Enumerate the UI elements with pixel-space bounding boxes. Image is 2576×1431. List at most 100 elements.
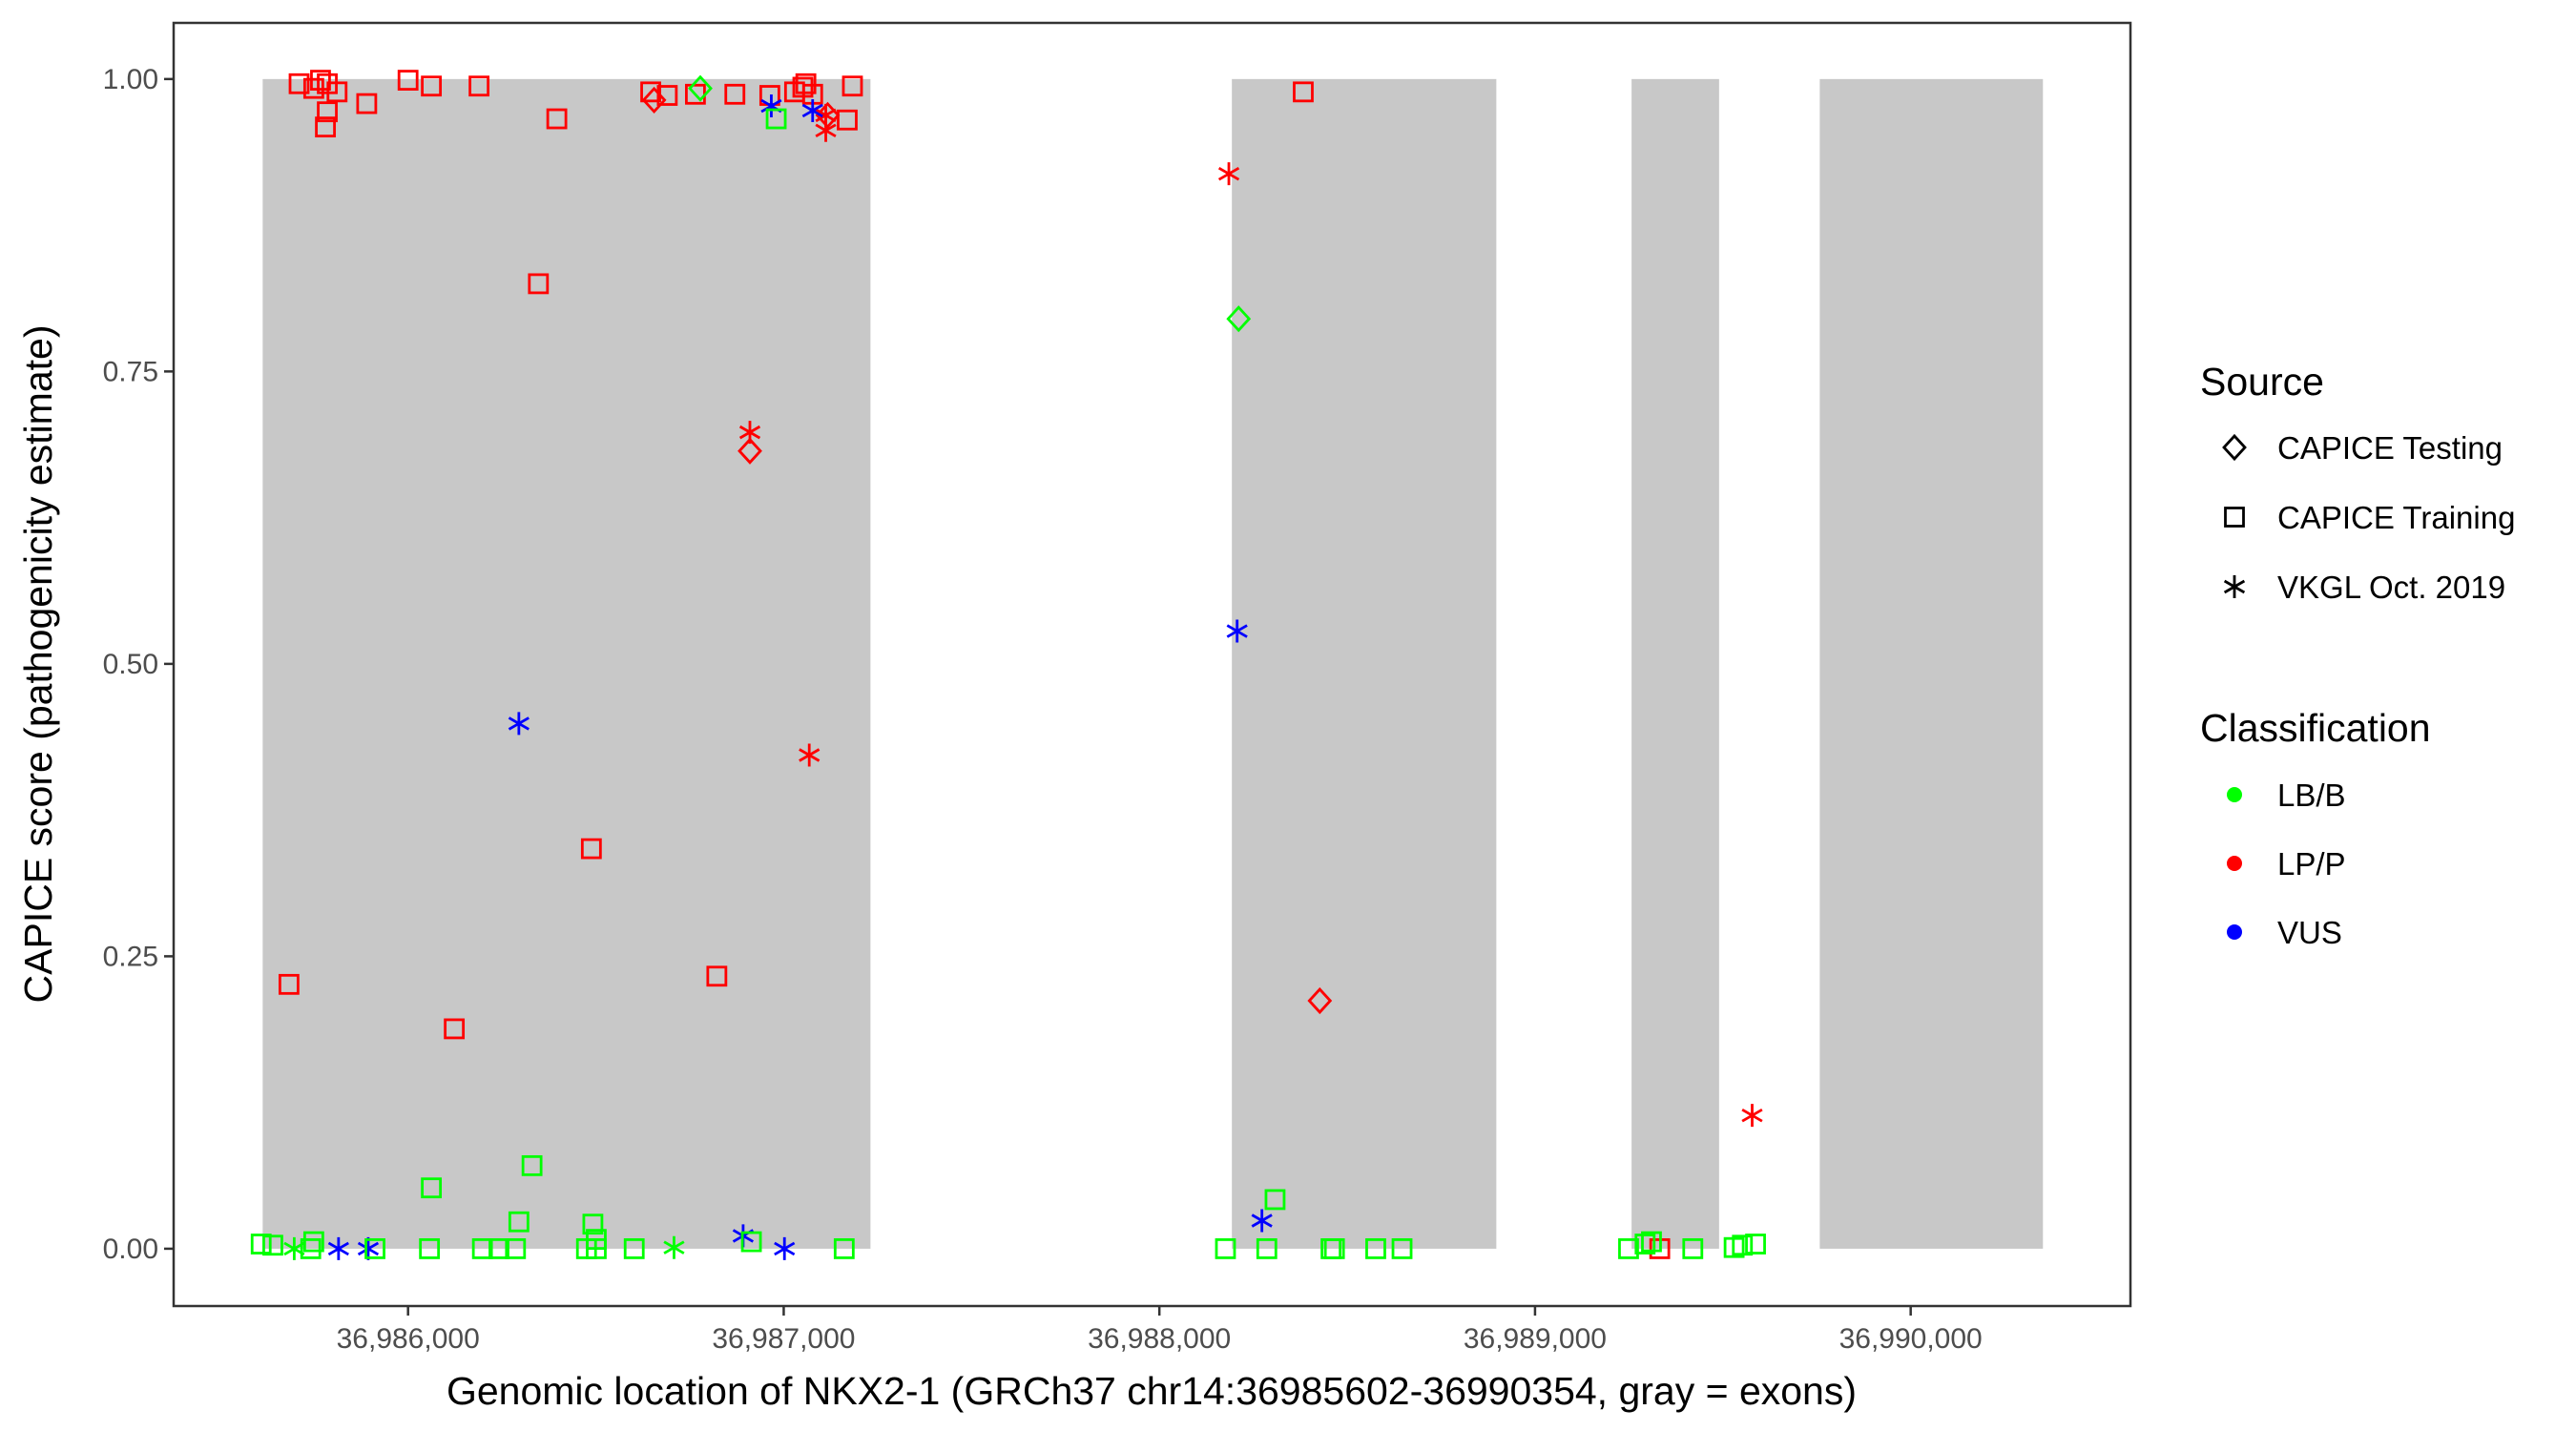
data-point-square (623, 1238, 645, 1259)
data-point-square (468, 75, 490, 97)
data-point-square (356, 93, 378, 114)
data-point-asterisk (327, 1236, 349, 1260)
data-point-square (724, 83, 746, 105)
data-point-square (421, 75, 443, 97)
data-point-square (837, 109, 858, 131)
y-axis-ticks: 0.00 0.25 0.50 0.75 1.00 (103, 64, 174, 1265)
data-point-diamond (737, 437, 762, 465)
data-point-square (640, 81, 661, 103)
data-point-square (444, 1018, 466, 1040)
x-tick-label: 36,987,000 (712, 1323, 855, 1355)
data-point-square (1641, 1231, 1662, 1253)
data-point-square (841, 75, 863, 97)
data-point-asterisk (1226, 619, 1248, 643)
data-point-diamond (641, 86, 667, 114)
data-point-asterisk (1741, 1104, 1763, 1128)
data-point-square (521, 1154, 543, 1176)
exon-rect (1819, 78, 2044, 1249)
legend-class-label: LB/B (2277, 778, 2346, 813)
legend-class-label: VUS (2277, 915, 2342, 950)
y-tick-label: 0.00 (103, 1234, 158, 1265)
data-point-square (1745, 1234, 1766, 1255)
data-point-square (302, 1231, 324, 1253)
legend-asterisk-icon (2223, 575, 2246, 598)
data-point-square (421, 1177, 443, 1199)
exon-regions (262, 78, 2044, 1249)
x-tick-label: 36,986,000 (337, 1323, 480, 1355)
legend-source-title: Source (2200, 360, 2324, 404)
legend-dot-icon (2227, 787, 2242, 802)
x-tick-label: 36,988,000 (1088, 1323, 1231, 1355)
data-point-asterisk (774, 1236, 796, 1260)
data-point-asterisk (801, 98, 823, 122)
x-axis-title: Genomic location of NKX2-1 (GRCh37 chr14… (447, 1369, 1857, 1413)
data-point-square (765, 108, 787, 130)
data-point-square (317, 101, 338, 123)
y-tick-label: 0.25 (103, 941, 158, 972)
data-point-square (397, 70, 419, 91)
data-point-asterisk (1217, 162, 1240, 186)
legend-square-icon (2224, 507, 2245, 528)
data-point-square (1391, 1238, 1413, 1259)
data-point-square (795, 73, 817, 94)
data-point-asterisk (357, 1236, 380, 1260)
data-point-square (546, 108, 568, 130)
data-point-square (580, 838, 602, 860)
data-point-asterisk (799, 743, 821, 767)
data-point-square (1256, 1238, 1278, 1259)
data-point-square (1323, 1238, 1345, 1259)
data-point-square (740, 1231, 762, 1253)
y-tick-label: 1.00 (103, 64, 158, 95)
legend-source-label: CAPICE Testing (2277, 430, 2503, 466)
data-point-square (364, 1238, 385, 1259)
data-point-square (656, 85, 678, 106)
data-point-square (1215, 1238, 1236, 1259)
x-axis-ticks: 36,986,000 36,987,000 36,988,000 36,989,000… (337, 1306, 1983, 1355)
data-point-square (508, 1211, 530, 1233)
data-point-square (1264, 1189, 1286, 1211)
legend-classification-title: Classification (2200, 706, 2431, 750)
data-point-square (1634, 1234, 1656, 1255)
exon-rect (262, 78, 871, 1249)
data-point-asterisk (738, 421, 761, 445)
y-tick-label: 0.50 (103, 649, 158, 680)
data-point-square (586, 1238, 607, 1259)
data-point-square (419, 1238, 441, 1259)
data-point-diamond (688, 74, 713, 102)
data-point-square (300, 1238, 322, 1259)
data-point-square (310, 70, 331, 91)
legend-source-label: CAPICE Training (2277, 500, 2515, 535)
legend-source-label: VKGL Oct. 2019 (2277, 570, 2505, 605)
data-point-square (1618, 1238, 1639, 1259)
exon-rect (1631, 78, 1719, 1249)
data-point-square (471, 1238, 493, 1259)
data-point-square (1682, 1238, 1704, 1259)
data-point-asterisk (815, 118, 837, 142)
exon-rect (1232, 78, 1497, 1249)
data-point-square (1732, 1234, 1754, 1256)
legend-dot-icon (2227, 856, 2242, 871)
x-tick-label: 36,990,000 (1839, 1323, 1983, 1355)
data-point-square (1365, 1238, 1386, 1259)
data-point-diamond (1226, 305, 1252, 333)
data-point-square (288, 73, 310, 94)
data-point-square (315, 116, 336, 138)
data-point-asterisk (663, 1235, 685, 1259)
data-point-square (1293, 81, 1314, 103)
data-point-asterisk (508, 712, 530, 736)
data-point-square (326, 81, 348, 103)
data-point-square (706, 965, 728, 987)
data-point-square (488, 1238, 509, 1259)
data-point-square (582, 1213, 604, 1235)
x-tick-label: 36,989,000 (1464, 1323, 1607, 1355)
data-point-square (278, 973, 300, 995)
data-point-square (250, 1234, 272, 1255)
data-point-asterisk (1251, 1209, 1273, 1233)
data-point-square (505, 1238, 527, 1259)
legend-class-label: LP/P (2277, 846, 2346, 881)
data-point-square (262, 1234, 283, 1256)
data-point-diamond (1307, 986, 1333, 1015)
y-tick-label: 0.75 (103, 356, 158, 387)
y-axis-title: CAPICE score (pathogenicity estimate) (16, 325, 60, 1004)
